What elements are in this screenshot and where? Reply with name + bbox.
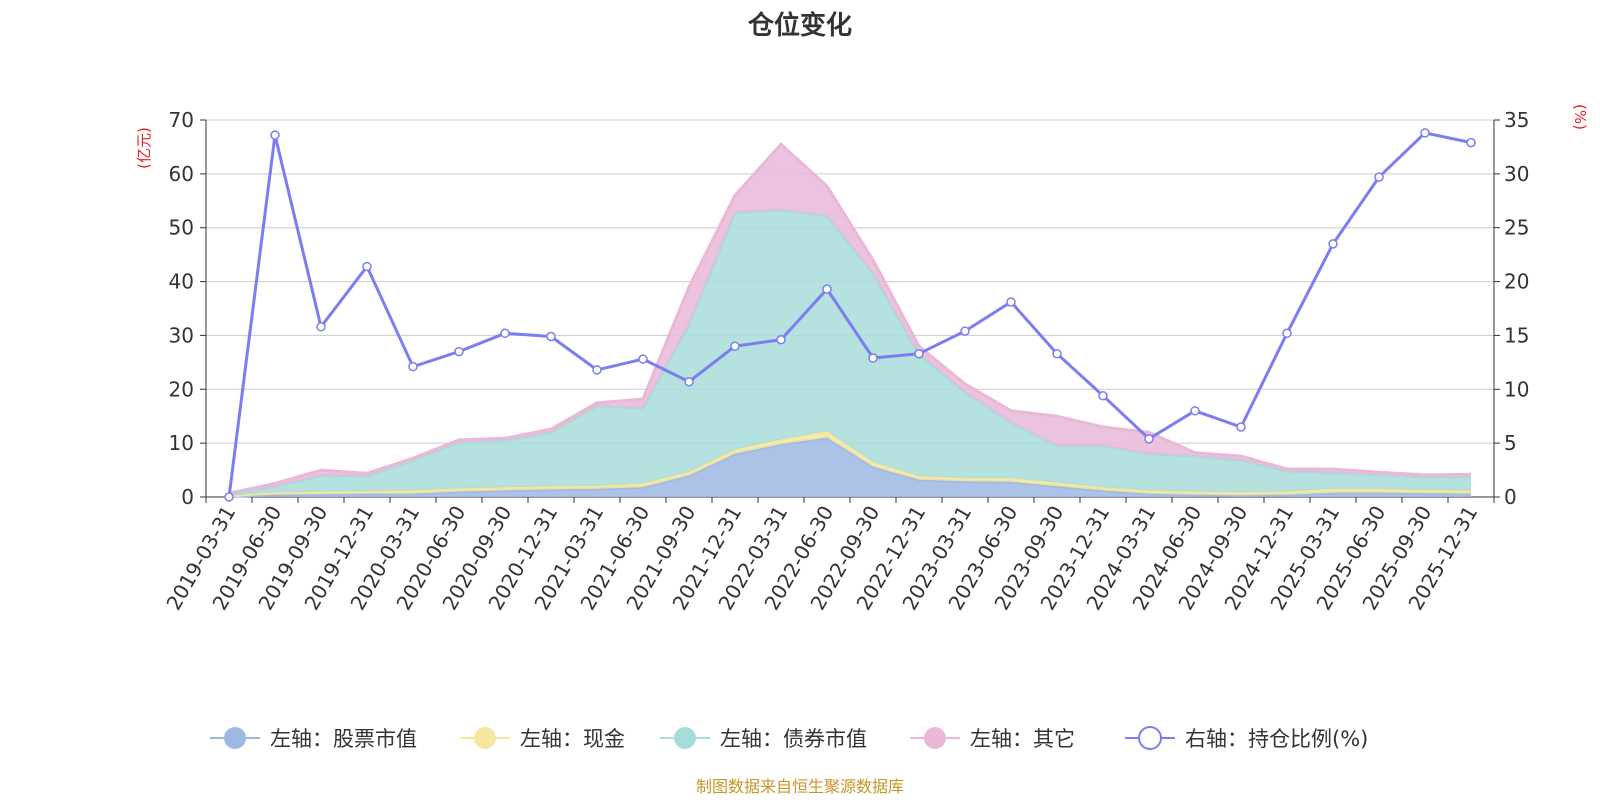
ratio-point: [1328, 239, 1338, 249]
right-axis-tick-label: 5: [1504, 431, 1517, 455]
legend-marker: [1138, 726, 1162, 750]
ratio-point: [408, 361, 418, 372]
right-axis-tick-label: 10: [1504, 377, 1529, 401]
ratio-point: [730, 341, 740, 351]
right-axis-unit: (%): [1571, 104, 1589, 130]
ratio-point: [1190, 406, 1200, 416]
ratio-point: [1374, 172, 1384, 182]
ratio-line-path: [227, 131, 1472, 498]
right-axis-tick-label: 15: [1504, 323, 1529, 347]
legend: 左轴：股票市值 左轴：现金 左轴：债券市值 左轴：其它 右轴：持仓比例(%): [210, 726, 1368, 751]
legend-marker: [674, 727, 696, 749]
ratio-point: [1098, 390, 1108, 401]
left-axis-tick-label: 0: [181, 485, 194, 509]
legend-label: 左轴：股票市值: [270, 727, 417, 751]
right-axis-tick-label: 30: [1504, 162, 1529, 186]
legend-marker: [924, 727, 946, 749]
ratio-point: [270, 130, 280, 140]
ratio-point: [592, 365, 602, 375]
ratio-point: [960, 326, 970, 336]
ratio-point: [1282, 328, 1292, 339]
ratio-point: [1052, 348, 1062, 359]
left-axis-tick-label: 40: [169, 270, 194, 294]
ratio-point: [1006, 297, 1016, 307]
area-series: [229, 209, 1471, 496]
ratio-point: [914, 348, 924, 359]
ratio-point: [868, 353, 878, 363]
area-series: [229, 437, 1471, 497]
ratio-line: [224, 128, 1476, 502]
ratio-point: [822, 284, 832, 294]
ratio-point: [684, 376, 694, 387]
left-axis-tick-label: 60: [169, 162, 194, 186]
right-axis-tick-label: 20: [1504, 270, 1529, 294]
ratio-point: [638, 354, 648, 364]
ratio-point: [224, 492, 234, 502]
left-axis-tick-label: 50: [169, 216, 194, 240]
stacked-areas: [228, 142, 1472, 498]
ratio-point: [1144, 434, 1154, 444]
ratio-point: [776, 334, 786, 345]
ratio-point: [316, 322, 326, 332]
area-series-edge: [228, 142, 1472, 495]
left-axis-tick-label: 30: [169, 323, 194, 347]
right-axis-tick-label: 25: [1504, 216, 1529, 240]
ratio-point: [362, 261, 372, 272]
ratio-point: [1420, 128, 1430, 138]
legend-marker: [224, 727, 246, 749]
ratio-point: [454, 346, 464, 357]
legend-marker: [474, 727, 496, 749]
left-axis-unit: (亿元): [135, 127, 153, 169]
legend-label: 左轴：债券市值: [720, 727, 867, 751]
ratio-point: [1236, 422, 1246, 432]
right-axis-tick-label: 0: [1504, 485, 1517, 509]
left-axis-tick-label: 20: [169, 377, 194, 401]
left-axis-tick-label: 70: [169, 108, 194, 132]
legend-label: 右轴：持仓比例(%): [1185, 727, 1368, 751]
right-axis-tick-label: 35: [1504, 108, 1529, 132]
ratio-point: [500, 328, 510, 339]
chart-title: 仓位变化: [747, 10, 852, 41]
ratio-point: [546, 331, 556, 342]
legend-label: 左轴：其它: [970, 727, 1075, 751]
legend-label: 左轴：现金: [520, 727, 625, 751]
source-note: 制图数据来自恒生聚源数据库: [696, 777, 904, 796]
ratio-point: [1466, 137, 1476, 148]
left-axis-tick-label: 10: [169, 431, 194, 455]
